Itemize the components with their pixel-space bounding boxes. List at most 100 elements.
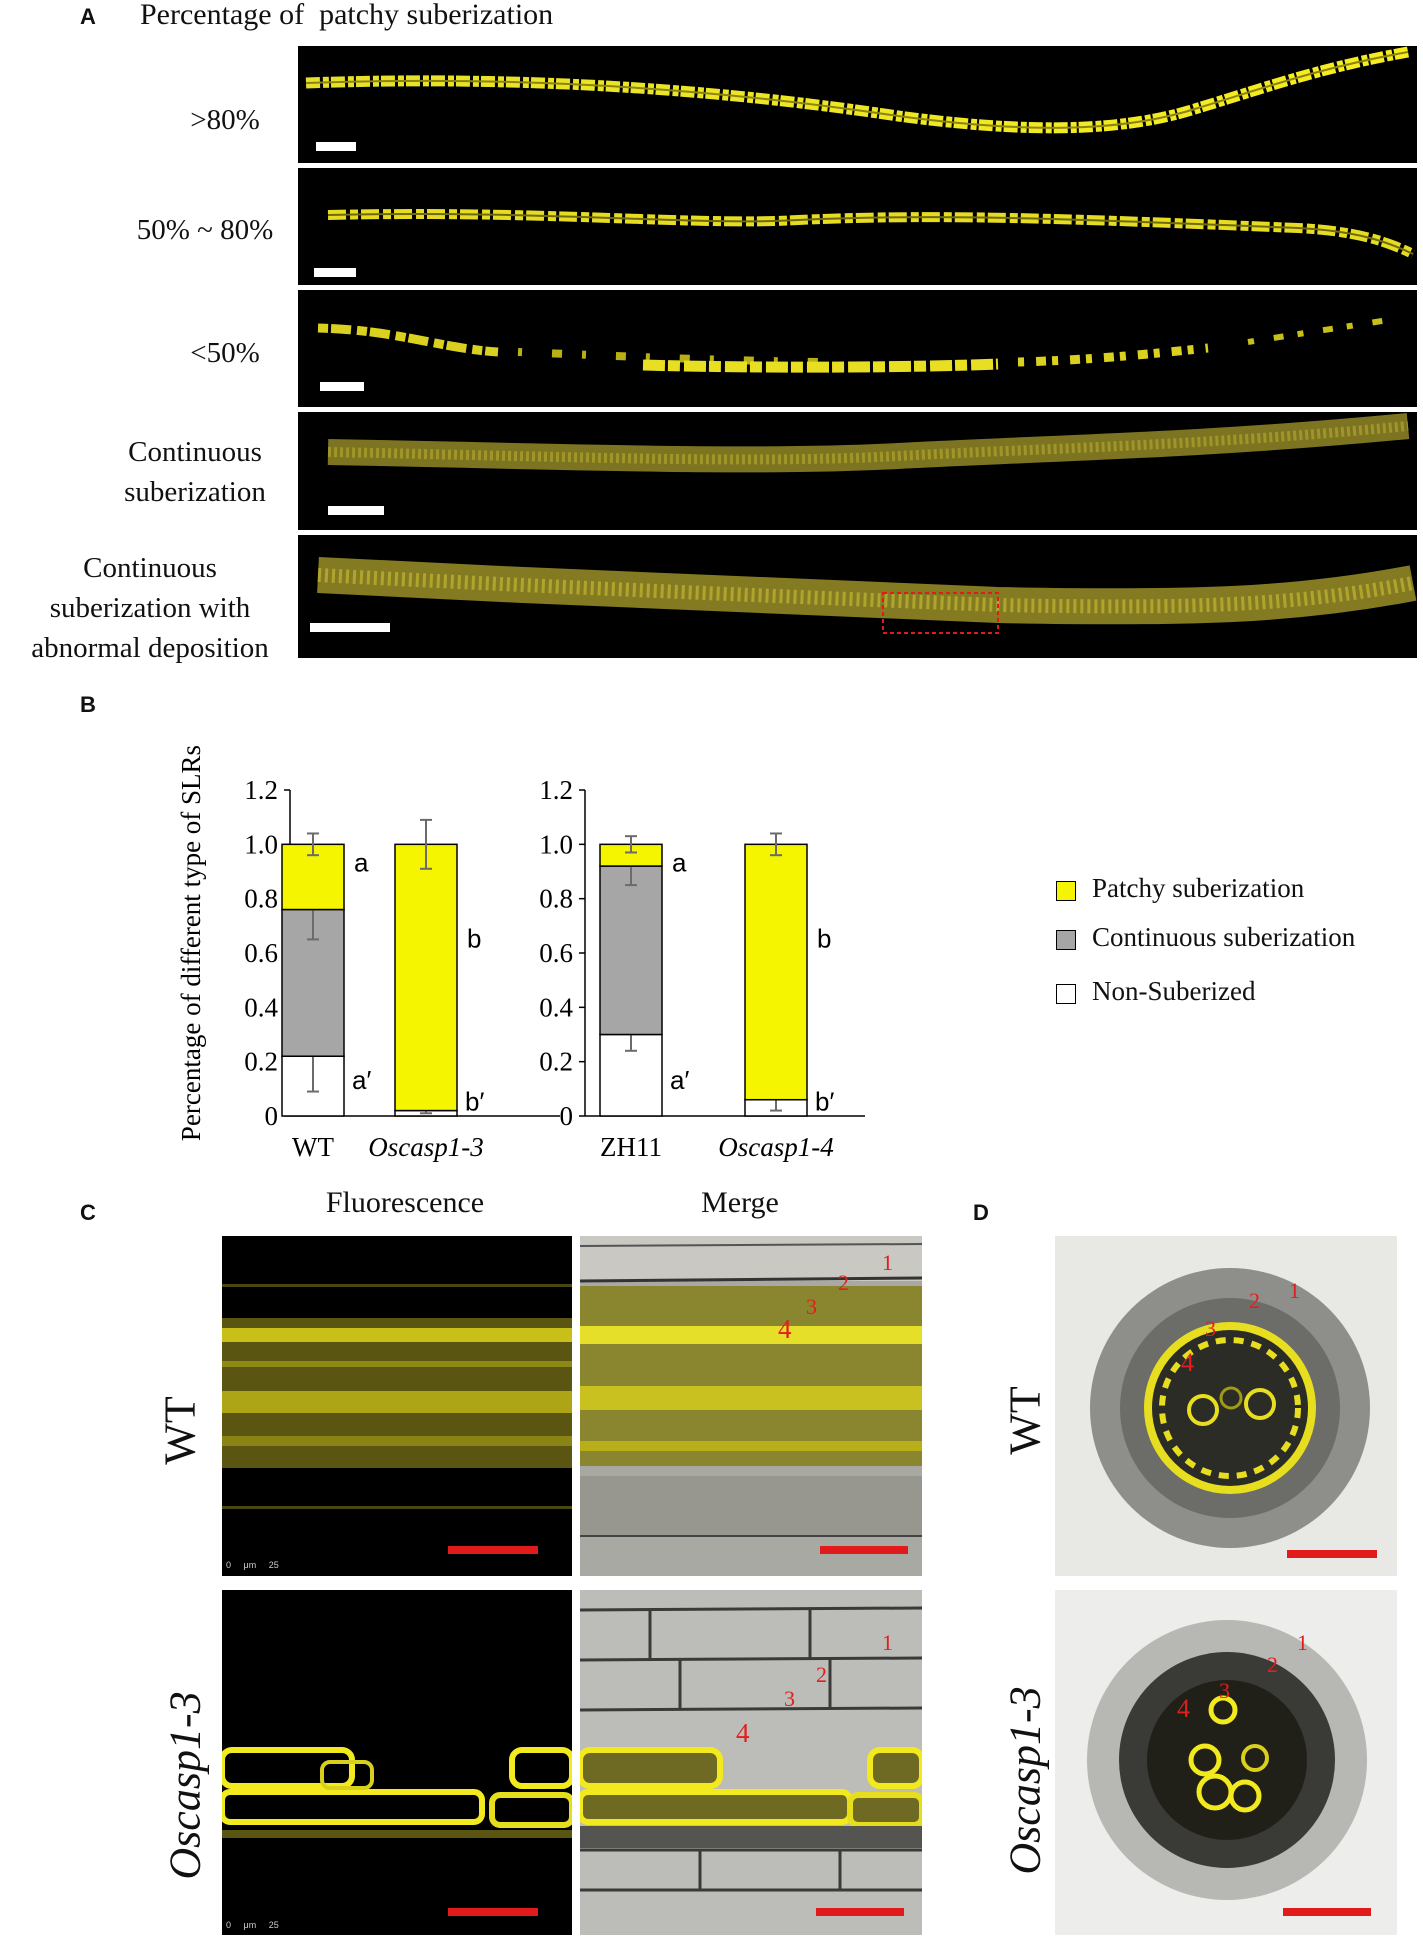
row-a-label-1: >80% [190, 104, 260, 136]
scale-bar [448, 1546, 538, 1554]
cell-layer-number-2: 2 [1249, 1288, 1260, 1313]
scale-bar [310, 623, 390, 632]
row-a-label-5b: suberization with [49, 592, 251, 624]
row-a-label-5a: Continuous [83, 552, 217, 584]
y-tick-label: 0.8 [244, 884, 278, 914]
panel-d-letter: D [973, 1200, 989, 1225]
y-tick-label: 0.4 [244, 992, 278, 1022]
bar-segment [744, 843, 808, 1101]
scale-bar [328, 506, 384, 515]
significance-letter: b′ [465, 1087, 484, 1117]
panel-b-chart: 0 0.2 0.4 0.6 0.8 1.0 1.2 Percentage of differe… [180, 745, 865, 1162]
cell-layer-number-1: 1 [1289, 1278, 1300, 1303]
y-tick-label: 1.0 [539, 829, 573, 859]
row-label-wt-c: WT [155, 1396, 205, 1465]
highlight-box [882, 592, 999, 634]
scale-bar [314, 268, 356, 277]
micrograph-d-wt: 1 2 3 4 [1055, 1236, 1397, 1576]
cell-layer-number-1: 1 [1297, 1630, 1308, 1655]
root-image-2 [327, 209, 1416, 259]
scale-text: 0 μm 25 [226, 1920, 279, 1930]
y-tick-label: 0 [265, 1101, 279, 1131]
row-a-label-3: <50% [190, 337, 260, 369]
y-tick-label: 0.2 [244, 1047, 278, 1077]
category-label: ZH11 [600, 1132, 662, 1162]
y-tick-label: 0 [560, 1101, 574, 1131]
category-label: WT [292, 1132, 334, 1162]
legend-swatch-continuous [1056, 930, 1076, 950]
image-d-mutant [1087, 1620, 1367, 1900]
scale-bar [320, 382, 364, 391]
bar-segment [599, 865, 663, 1036]
y-tick-label: 0.8 [539, 884, 573, 914]
row-label-mutant-d: Oscasp1-3 [1000, 1686, 1050, 1875]
scale-bar [816, 1908, 904, 1916]
significance-letter: a [354, 848, 369, 878]
cell-layer-number-4: 4 [1181, 1348, 1194, 1377]
image-c-wt-merge [580, 1236, 922, 1537]
significance-letter: a [672, 848, 687, 878]
micrograph-c-mutant-merge: 1 2 3 4 [580, 1590, 922, 1935]
image-c-wt-fluor [222, 1284, 572, 1509]
cell-layer-number-2: 2 [816, 1662, 827, 1687]
row-label-mutant-c: Oscasp1-3 [160, 1691, 210, 1880]
cell-layer-number-4: 4 [778, 1314, 792, 1344]
image-c-mutant-merge [580, 1606, 922, 1892]
panel-a-title: Percentage of patchy suberization [140, 0, 554, 31]
panel-b-letter: B [80, 692, 96, 717]
cell-layer-number-4: 4 [736, 1718, 750, 1748]
y-tick-label: 0.6 [539, 938, 573, 968]
y-tick-label: 1.2 [539, 775, 573, 805]
significance-letter: b′ [815, 1087, 834, 1117]
scale-bar [316, 142, 356, 151]
cell-layer-number-1: 1 [882, 1250, 893, 1275]
scale-bar [820, 1546, 908, 1554]
panel-a-letter: A [80, 4, 96, 29]
root-image-1 [305, 46, 1409, 134]
micrograph-row-4 [298, 412, 1417, 530]
cell-layer-number-3: 3 [784, 1686, 795, 1711]
scale-bar [1283, 1908, 1371, 1916]
root-image-5 [317, 557, 1417, 634]
significance-letter: a′ [352, 1065, 371, 1095]
cell-layer-number-3: 3 [1219, 1678, 1230, 1703]
bar-segment [599, 1033, 663, 1117]
micrograph-d-mutant: 1 2 3 4 [1055, 1590, 1397, 1935]
cell-layer-number-4: 4 [1177, 1694, 1190, 1723]
y-tick-label: 0.2 [539, 1047, 573, 1077]
cell-layer-number-3: 3 [1205, 1316, 1216, 1341]
scale-bar [448, 1908, 538, 1916]
root-image-3 [317, 317, 1389, 373]
legend-label-patchy: Patchy suberization [1092, 873, 1305, 903]
legend-swatch-patchy [1056, 881, 1076, 901]
bar-segment [394, 843, 458, 1112]
micrograph-row-3 [298, 290, 1417, 407]
legend-label-continuous: Continuous suberization [1092, 922, 1356, 952]
y-tick-label: 1.0 [244, 829, 278, 859]
cell-layer-number-2: 2 [838, 1270, 849, 1295]
root-image-4 [327, 413, 1410, 473]
significance-letter: b [467, 924, 481, 954]
cell-layer-number-3: 3 [806, 1294, 817, 1319]
y-tick-label: 0.4 [539, 992, 573, 1022]
cell-layer-number-2: 2 [1267, 1652, 1278, 1677]
category-label: Oscasp1-3 [368, 1132, 484, 1162]
y-tick-label: 0.6 [244, 938, 278, 968]
row-label-wt-d: WT [1000, 1386, 1050, 1455]
micrograph-row-5 [298, 535, 1417, 658]
row-a-label-4a: Continuous [128, 436, 262, 468]
significance-letter: b [817, 924, 831, 954]
y-tick-label: 1.2 [244, 775, 278, 805]
legend-label-non: Non-Suberized [1092, 976, 1256, 1006]
row-a-label-5c: abnormal deposition [31, 632, 269, 664]
col-title-merge: Merge [701, 1186, 779, 1219]
col-title-fluorescence: Fluorescence [325, 1186, 485, 1219]
image-d-wt [1090, 1268, 1370, 1548]
legend-swatch-non [1056, 984, 1076, 1004]
micrograph-row-2 [298, 168, 1417, 285]
micrograph-row-1 [298, 46, 1417, 163]
scale-bar [1287, 1550, 1377, 1558]
scale-text: 0 μm 25 [226, 1560, 279, 1570]
micrograph-c-wt-merge: 1 2 3 4 [580, 1236, 922, 1576]
significance-letter: a′ [670, 1065, 689, 1095]
